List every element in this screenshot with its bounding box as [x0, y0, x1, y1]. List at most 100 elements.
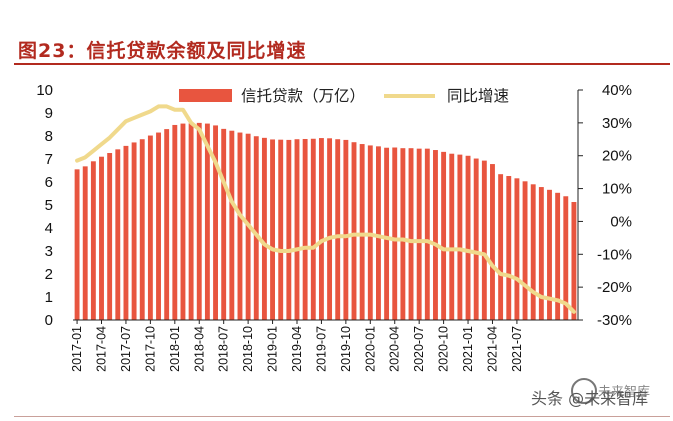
growth-point: [156, 104, 161, 109]
x-tick-label: 2019-01: [266, 326, 280, 372]
growth-point: [499, 272, 503, 276]
bar: [196, 122, 202, 320]
growth-point: [287, 249, 291, 253]
bar: [318, 138, 324, 320]
bar: [99, 156, 104, 320]
x-tick-label: 2020-10: [437, 326, 451, 372]
right-axis: -30% -20% -10% 0% 10% 20% 30% 40%: [577, 82, 632, 329]
bar: [74, 169, 80, 320]
bar: [514, 178, 520, 320]
x-tick-label: 2017-04: [95, 326, 109, 372]
watermark-logo-icon: [571, 378, 597, 404]
bar: [213, 125, 218, 320]
left-tick-label: 1: [45, 289, 53, 306]
bar: [400, 148, 406, 320]
growth-point: [148, 109, 152, 113]
right-tick-label: 10%: [602, 181, 632, 198]
growth-point: [458, 247, 462, 251]
growth-point: [116, 127, 120, 132]
bar: [172, 124, 178, 321]
growth-point: [99, 142, 104, 146]
growth-point: [165, 104, 169, 109]
bar: [302, 138, 308, 320]
bar: [147, 135, 153, 320]
growth-point: [213, 160, 218, 164]
bar: [465, 155, 471, 320]
bar: [156, 132, 161, 320]
growth-point: [409, 239, 413, 243]
growth-point: [189, 121, 193, 125]
x-tick-label: 2021-04: [486, 326, 500, 372]
bar: [204, 123, 210, 320]
x-tick-label: 2018-10: [241, 326, 255, 372]
x-tick-label: 2020-04: [388, 326, 402, 372]
bar: [335, 139, 341, 320]
growth-point: [507, 274, 511, 278]
bar: [82, 166, 88, 320]
bottom-divider: [14, 416, 670, 417]
right-tick-label: -30%: [597, 312, 632, 329]
right-tick-label: 20%: [602, 148, 632, 165]
growth-point: [197, 127, 201, 132]
bar: [351, 142, 357, 320]
growth-point: [173, 108, 177, 112]
growth-point: [124, 119, 128, 123]
bar: [237, 132, 243, 320]
left-tick-label: 5: [45, 197, 53, 214]
growth-point: [384, 236, 389, 240]
x-tick-label: 2017-01: [70, 326, 84, 372]
growth-point: [523, 283, 527, 288]
bar: [547, 189, 552, 320]
x-tick-label: 2018-07: [217, 326, 231, 372]
bar: [188, 123, 194, 320]
bar: [131, 142, 137, 320]
bar: [115, 149, 121, 320]
growth-point: [474, 251, 478, 255]
bar: [229, 130, 235, 320]
growth-point: [564, 301, 568, 306]
bar: [221, 128, 227, 320]
right-tick-label: -20%: [597, 279, 632, 296]
bar: [90, 161, 96, 320]
x-tick-label: 2017-07: [119, 326, 133, 372]
growth-point: [490, 264, 495, 268]
bar: [530, 184, 536, 320]
bar: [139, 139, 145, 320]
line-series: [75, 104, 576, 314]
bar: [490, 164, 495, 320]
x-tick-label: 2021-07: [510, 326, 524, 372]
growth-point: [181, 108, 185, 112]
growth-point: [230, 200, 234, 204]
growth-point: [91, 149, 95, 153]
growth-point: [327, 236, 332, 240]
bar-series: [74, 122, 577, 321]
left-tick-label: 7: [45, 151, 53, 168]
bar: [384, 147, 390, 320]
growth-point: [547, 297, 552, 301]
bar: [481, 160, 487, 320]
growth-point: [83, 155, 87, 159]
growth-point: [303, 246, 307, 250]
bar: [416, 148, 422, 320]
bar: [327, 138, 333, 320]
bar: [310, 138, 316, 320]
x-tick-label: 2021-01: [461, 326, 475, 372]
left-tick-label: 2: [45, 266, 53, 283]
growth-point: [417, 239, 421, 243]
bar: [392, 147, 398, 320]
bar: [270, 139, 275, 320]
growth-point: [270, 247, 275, 251]
left-tick-label: 9: [45, 105, 53, 122]
growth-point: [254, 232, 258, 237]
bar: [457, 154, 463, 320]
bar: [261, 137, 267, 320]
bar: [424, 148, 430, 320]
x-tick-label: 2019-10: [339, 326, 353, 372]
growth-point: [401, 237, 405, 242]
growth-point: [75, 159, 79, 163]
bar: [563, 196, 569, 320]
left-tick-label: 6: [45, 174, 53, 191]
growth-point: [572, 310, 576, 314]
bar: [498, 174, 504, 320]
bar: [538, 187, 544, 320]
